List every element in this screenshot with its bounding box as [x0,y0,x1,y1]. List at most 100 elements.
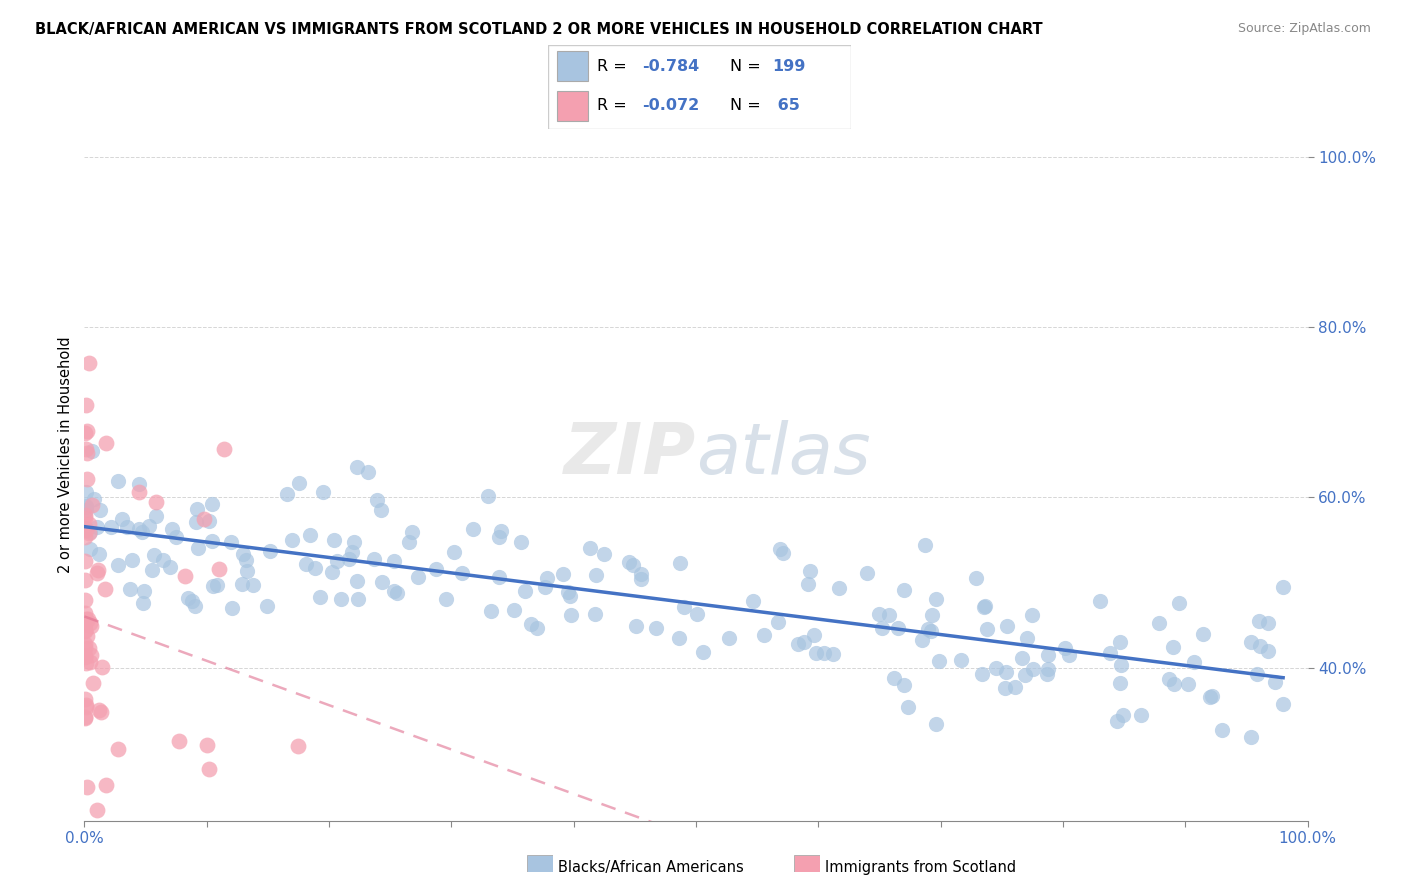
Point [1240,730,1263,744]
Point [974,599,997,613]
Point [1191,626,1213,640]
Point [162,522,184,536]
Point [1107,714,1129,728]
Point [519,616,541,631]
Text: -0.072: -0.072 [643,98,699,112]
Point [557,585,579,599]
Text: R =: R = [596,59,631,74]
Point [1182,655,1205,669]
Point [1014,668,1036,682]
Point [107,474,129,488]
Point [488,570,510,584]
Point [75,612,97,626]
Point [193,512,215,526]
Text: 199: 199 [772,59,806,74]
Point [911,632,934,647]
Point [186,515,208,529]
Point [76,629,98,643]
Point [76,780,98,794]
Point [198,762,221,776]
Point [972,666,994,681]
Point [221,534,243,549]
Point [259,543,281,558]
Point [152,552,174,566]
Point [1240,634,1263,648]
Point [797,577,820,591]
Point [1130,707,1153,722]
Text: Immigrants from Scotland: Immigrants from Scotland [825,860,1017,874]
Point [173,569,195,583]
FancyBboxPatch shape [548,45,851,129]
Point [184,599,207,613]
Point [73,530,96,544]
Point [560,607,582,622]
Point [976,622,998,636]
Point [111,512,134,526]
Point [692,645,714,659]
Point [79,524,101,539]
Point [1198,690,1220,704]
Text: atlas: atlas [696,420,870,490]
Point [91,660,114,674]
Point [479,604,502,618]
Point [787,637,810,651]
Point [337,551,360,566]
Point [80,443,103,458]
Point [143,548,166,562]
Text: 65: 65 [772,98,800,112]
Point [925,592,948,607]
Point [357,465,380,479]
Point [920,624,942,639]
Point [276,487,298,501]
Point [1109,635,1132,649]
Point [75,698,97,712]
Point [893,678,915,692]
Point [489,524,512,538]
Point [347,592,370,607]
Point [868,607,890,621]
FancyBboxPatch shape [557,52,588,81]
Point [77,640,100,655]
Point [73,637,96,651]
Point [645,621,668,635]
Point [75,442,97,456]
Point [131,525,153,540]
Point [1036,648,1059,662]
Point [995,619,1018,633]
Point [451,566,474,580]
Point [75,500,97,514]
Point [585,567,607,582]
Point [583,607,606,621]
Point [879,607,901,622]
Point [1177,677,1199,691]
Point [75,656,97,670]
Point [370,503,392,517]
Point [828,581,851,595]
Point [1038,663,1060,677]
Point [76,446,98,460]
Point [79,615,101,630]
Point [73,711,96,725]
Point [90,705,112,719]
Point [769,541,792,556]
Text: ZIP: ZIP [564,420,696,490]
Text: Blacks/African Americans: Blacks/African Americans [558,860,744,874]
Point [928,654,950,668]
Point [187,541,209,555]
Point [107,741,129,756]
Point [79,356,101,370]
Point [1161,640,1184,654]
Point [329,591,352,606]
Point [593,548,616,562]
Point [1257,644,1279,658]
Point [1249,615,1271,629]
Text: Source: ZipAtlas.com: Source: ZipAtlas.com [1237,22,1371,36]
Point [312,485,335,500]
Point [925,716,948,731]
Point [94,435,117,450]
Point [304,560,326,574]
Point [76,425,98,439]
Point [536,571,558,585]
Point [1167,596,1189,610]
Point [803,628,825,642]
